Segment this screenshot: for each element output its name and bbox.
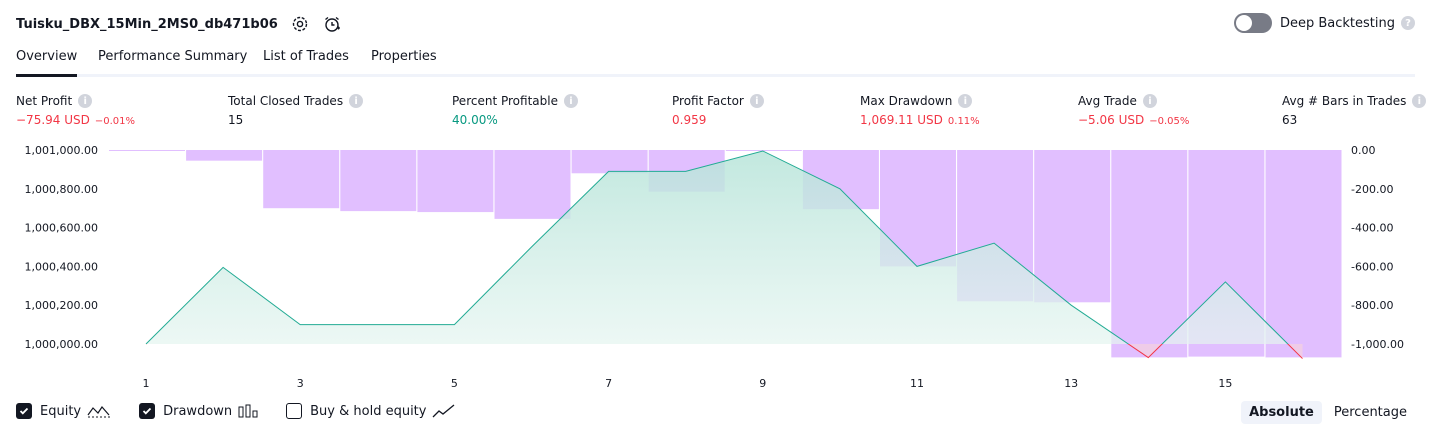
buy-hold-label: Buy & hold equity bbox=[310, 403, 427, 419]
metric-value: −5.06 USD bbox=[1078, 113, 1145, 127]
equity-label: Equity bbox=[40, 403, 82, 419]
equity-line bbox=[145, 150, 1289, 344]
add-alert-icon[interactable] bbox=[322, 14, 342, 34]
legend-drawdown[interactable]: Drawdown bbox=[139, 403, 258, 419]
metric-value: 63 bbox=[1282, 113, 1298, 127]
left-axis-tick-label: 1,000,000.00 bbox=[25, 338, 98, 351]
drawdown-bar bbox=[186, 150, 263, 161]
drawdown-bar bbox=[263, 150, 340, 209]
metric-value: −75.94 USD bbox=[16, 113, 90, 127]
metric-label: Profit Factor bbox=[672, 94, 744, 108]
help-icon[interactable]: ? bbox=[1401, 16, 1415, 30]
right-axis-tick-label: -200.00 bbox=[1351, 183, 1393, 196]
equity-line-icon bbox=[87, 404, 111, 418]
x-axis-tick-label: 9 bbox=[759, 377, 766, 390]
metric-percent-profitable: Percent Profitable i 40.00% bbox=[452, 93, 578, 127]
drawdown-bar bbox=[494, 150, 571, 219]
help-icon[interactable]: i bbox=[563, 94, 578, 108]
equity-area bbox=[145, 150, 1303, 359]
x-axis-ticks: 1 3 5 7 9 11 13 15 bbox=[143, 377, 1233, 390]
drawdown-bars-icon bbox=[238, 404, 258, 418]
drawdown-bar bbox=[417, 150, 494, 213]
x-axis-tick-label: 3 bbox=[297, 377, 304, 390]
x-axis-tick-label: 5 bbox=[451, 377, 458, 390]
drawdown-bar bbox=[340, 150, 417, 212]
right-axis-tick-label: -800.00 bbox=[1351, 299, 1393, 312]
display-mode-switch: Absolute Percentage bbox=[1237, 401, 1415, 424]
help-icon[interactable]: i bbox=[749, 94, 764, 108]
deep-backtesting-control: Deep Backtesting ? bbox=[1233, 13, 1415, 33]
metric-avg-bars: Avg # Bars in Trades i 63 bbox=[1282, 93, 1427, 127]
drawdown-bar bbox=[725, 150, 802, 151]
metric-label: Avg # Bars in Trades bbox=[1282, 94, 1407, 108]
x-axis-tick-label: 15 bbox=[1218, 377, 1232, 390]
metric-value: 15 bbox=[228, 113, 244, 127]
metric-max-drawdown: Max Drawdown i 1,069.11 USD 0.11% bbox=[860, 93, 980, 127]
equity-drawdown-chart: 1,000,000.00 1,000,200.00 1,000,400.00 1,00… bbox=[25, 144, 1404, 390]
legend-buy-hold[interactable]: Buy & hold equity bbox=[286, 403, 456, 419]
metric-label: Total Closed Trades bbox=[228, 94, 344, 108]
strategy-name: Tuisku_DBX_15Min_2MS0_db471b06 bbox=[16, 16, 278, 32]
left-axis-ticks: 1,000,000.00 1,000,200.00 1,000,400.00 1,00… bbox=[25, 144, 98, 351]
equity-area-fill bbox=[146, 150, 1303, 344]
toggle-knob bbox=[1235, 15, 1252, 31]
legend-equity[interactable]: Equity bbox=[16, 403, 111, 419]
metric-label: Percent Profitable bbox=[452, 94, 558, 108]
metric-label: Net Profit bbox=[16, 94, 73, 108]
right-axis-tick-label: -600.00 bbox=[1351, 260, 1393, 273]
metric-percent: −0.05% bbox=[1149, 116, 1190, 127]
left-axis-tick-label: 1,001,000.00 bbox=[25, 144, 98, 157]
right-axis-tick-label: -400.00 bbox=[1351, 222, 1393, 235]
right-axis-ticks: 0.00 -200.00 -400.00 -600.00 -800.00 -1,000.0… bbox=[1351, 144, 1404, 351]
metric-label: Max Drawdown bbox=[860, 94, 953, 108]
help-icon[interactable]: i bbox=[1142, 94, 1157, 108]
settings-gear-icon[interactable] bbox=[290, 14, 310, 34]
metric-avg-trade: Avg Trade i −5.06 USD −0.05% bbox=[1078, 93, 1189, 127]
drawdown-label: Drawdown bbox=[163, 403, 233, 419]
metric-label: Avg Trade bbox=[1078, 94, 1137, 108]
left-axis-tick-label: 1,000,600.00 bbox=[25, 222, 98, 235]
drawdown-bar bbox=[1111, 150, 1188, 358]
equity-checkbox[interactable] bbox=[16, 403, 32, 419]
chart-legend: Equity Drawdown Buy & hold equity bbox=[16, 403, 484, 419]
drawdown-bar bbox=[1265, 150, 1342, 358]
help-icon[interactable]: i bbox=[78, 94, 93, 108]
x-axis-tick-label: 13 bbox=[1064, 377, 1078, 390]
metric-net-profit: Net Profit i −75.94 USD −0.01% bbox=[16, 93, 135, 127]
left-axis-tick-label: 1,000,400.00 bbox=[25, 260, 98, 273]
left-axis-tick-label: 1,000,200.00 bbox=[25, 299, 98, 312]
help-icon[interactable]: i bbox=[1412, 94, 1427, 108]
tab-overview[interactable]: Overview bbox=[16, 48, 78, 77]
metric-total-closed-trades: Total Closed Trades i 15 bbox=[228, 93, 364, 127]
help-icon[interactable]: i bbox=[958, 94, 973, 108]
metric-value: 1,069.11 USD bbox=[860, 113, 943, 127]
drawdown-bar bbox=[571, 150, 648, 174]
drawdown-bar bbox=[1034, 150, 1111, 303]
metric-percent: −0.01% bbox=[94, 116, 136, 127]
x-axis-tick-label: 1 bbox=[143, 377, 150, 390]
deep-backtesting-label: Deep Backtesting bbox=[1279, 15, 1395, 31]
absolute-button[interactable]: Absolute bbox=[1241, 401, 1322, 424]
strategy-title-row: Tuisku_DBX_15Min_2MS0_db471b06 bbox=[16, 13, 342, 35]
left-axis-tick-label: 1,000,800.00 bbox=[25, 183, 98, 196]
metric-percent: 0.11% bbox=[947, 116, 980, 127]
metric-value: 40.00% bbox=[452, 113, 498, 127]
percentage-button[interactable]: Percentage bbox=[1333, 405, 1407, 420]
tab-performance-summary[interactable]: Performance Summary bbox=[98, 49, 248, 64]
x-axis-tick-label: 11 bbox=[910, 377, 924, 390]
buy-hold-checkbox[interactable] bbox=[286, 403, 303, 419]
report-tabs: Overview Performance Summary List of Tra… bbox=[16, 48, 1415, 77]
drawdown-checkbox[interactable] bbox=[139, 403, 156, 419]
drawdown-bar bbox=[109, 150, 185, 151]
right-axis-tick-label: -1,000.00 bbox=[1351, 338, 1404, 351]
buy-hold-line-icon bbox=[432, 404, 456, 418]
x-axis-tick-label: 7 bbox=[605, 377, 612, 390]
help-icon[interactable]: i bbox=[349, 94, 364, 108]
tab-list-of-trades[interactable]: List of Trades bbox=[263, 49, 349, 64]
metric-value: 0.959 bbox=[672, 113, 707, 127]
tab-properties[interactable]: Properties bbox=[371, 49, 437, 64]
metric-profit-factor: Profit Factor i 0.959 bbox=[672, 93, 764, 127]
right-axis-tick-label: 0.00 bbox=[1351, 144, 1376, 157]
deep-backtesting-toggle[interactable] bbox=[1233, 13, 1272, 33]
